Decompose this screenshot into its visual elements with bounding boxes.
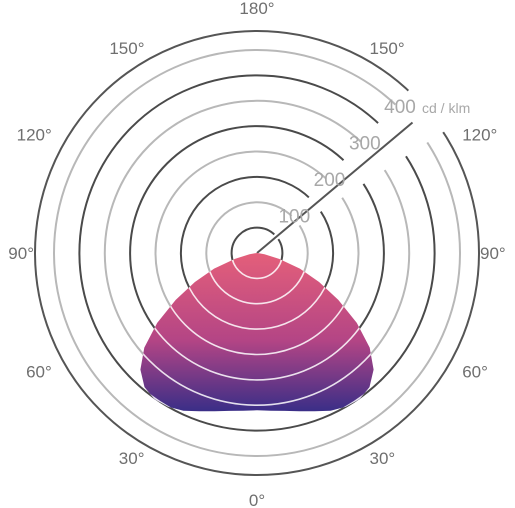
grid-ring-350 xyxy=(78,74,436,432)
angle-label-right-30: 30° xyxy=(370,449,396,468)
angle-label-left-0: 0° xyxy=(249,491,265,508)
radial-axis-line xyxy=(256,121,414,254)
radial-axis-gap xyxy=(257,87,447,254)
angle-label-right-150: 150° xyxy=(370,39,405,58)
outer-ring xyxy=(34,30,480,476)
distribution-ring-200 xyxy=(154,253,360,356)
radial-unit-label: cd / klm xyxy=(422,100,470,116)
angle-label-right-120: 120° xyxy=(462,126,497,145)
distribution-ring-250 xyxy=(140,253,374,381)
intensity-distribution xyxy=(140,253,374,412)
chart-labels: 0° 30° 60° 90° 120° 150° 180° 30° 60° 90° 120° 150°… xyxy=(8,0,505,508)
distribution-ring-300 xyxy=(140,253,374,406)
angle-label-left-150: 150° xyxy=(109,39,144,58)
angle-label-left-30: 30° xyxy=(119,449,145,468)
distribution-curve xyxy=(140,253,374,412)
radial-label-300: 300 xyxy=(349,134,381,155)
angle-label-left-180: 180° xyxy=(239,0,274,18)
angle-label-right-90: 90° xyxy=(480,244,506,263)
angle-label-left-90: 90° xyxy=(8,244,34,263)
angle-label-right-60: 60° xyxy=(462,363,488,382)
angle-label-left-120: 120° xyxy=(17,126,52,145)
distribution-ring-150 xyxy=(180,253,334,330)
radial-label-100: 100 xyxy=(278,207,310,228)
radial-label-400: 400 xyxy=(384,97,416,118)
radial-label-200: 200 xyxy=(314,170,346,191)
grid-ring-400 xyxy=(53,49,461,457)
radial-axis-wedge xyxy=(256,87,447,254)
angle-label-left-60: 60° xyxy=(26,363,52,382)
